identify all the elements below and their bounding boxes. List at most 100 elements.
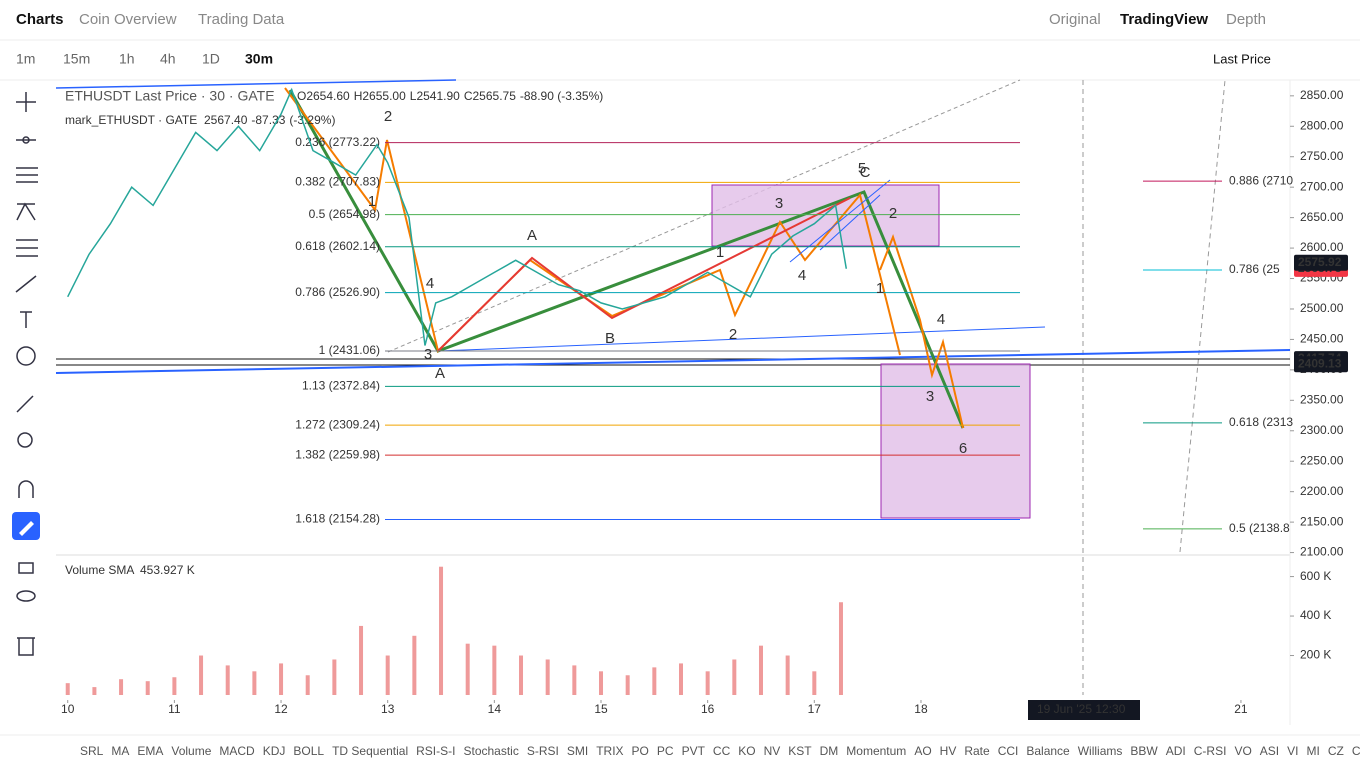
legend-mark-value: (-3.29%) <box>289 113 335 127</box>
volume-bar <box>65 683 70 695</box>
tab[interactable]: Trading Data <box>198 11 285 28</box>
price-tag <box>1294 356 1348 373</box>
indicator[interactable]: MI <box>1306 744 1319 758</box>
volume-bar <box>279 663 284 695</box>
x-tick-label: 13 <box>381 702 395 716</box>
indicator[interactable]: C-RSI <box>1194 744 1227 758</box>
volume-bar <box>465 643 470 695</box>
tab[interactable]: Coin Overview <box>79 11 177 28</box>
indicator[interactable]: Balance <box>1026 744 1070 758</box>
indicator[interactable]: SMI <box>567 744 588 758</box>
wave-label: 3 <box>775 195 783 212</box>
indicator[interactable]: MA <box>111 744 129 758</box>
crosshair-label: 19 Jun '25 12:30 <box>1037 702 1126 716</box>
y-tick-label: 2450.00 <box>1300 332 1344 346</box>
interval[interactable]: 30m <box>245 51 273 67</box>
y-tick-label: 2500.00 <box>1300 301 1344 315</box>
indicator[interactable]: EMA <box>137 744 163 758</box>
price-tag <box>1294 254 1348 271</box>
volume-bar <box>172 677 177 695</box>
fib-label: 0.786 (2526.90) <box>295 285 380 299</box>
indicator[interactable]: ADI <box>1166 744 1186 758</box>
interval[interactable]: 4h <box>160 51 176 67</box>
legend-mark: mark_ETHUSDT · GATE <box>65 113 197 127</box>
x-tick-label: 18 <box>914 702 928 716</box>
indicator[interactable]: RSI-S-I <box>416 744 455 758</box>
indicator[interactable]: Volume <box>171 744 211 758</box>
drawing-tools[interactable] <box>12 92 40 656</box>
indicator[interactable]: CI <box>1352 744 1360 758</box>
volume-bar <box>145 681 150 695</box>
indicator[interactable]: S-RSI <box>527 744 559 758</box>
view-tab[interactable]: Depth <box>1226 11 1266 28</box>
indicator[interactable]: Momentum <box>846 744 906 758</box>
y-tick-label: 2300.00 <box>1300 423 1344 437</box>
fib-label: 1.272 (2309.24) <box>295 417 380 431</box>
wave-label: 2 <box>889 205 897 222</box>
x-tick-label: 15 <box>594 702 608 716</box>
indicator[interactable]: BBW <box>1130 744 1158 758</box>
indicator[interactable]: PVT <box>682 744 706 758</box>
indicator[interactable]: BOLL <box>293 744 324 758</box>
crosshair-box <box>1028 700 1140 720</box>
indicator[interactable]: Stochastic <box>463 744 518 758</box>
indicator[interactable]: KO <box>738 744 755 758</box>
wave-label: 5 <box>858 160 866 177</box>
view-tab[interactable]: TradingView <box>1120 11 1208 28</box>
y-tick-label: 2250.00 <box>1300 453 1344 467</box>
price-tag-label: 2409.13 <box>1298 356 1342 370</box>
y-tick-label: 200 K <box>1300 648 1331 662</box>
indicator[interactable]: CZ <box>1328 744 1344 758</box>
y-tick-label: 2100.00 <box>1300 545 1344 559</box>
tab[interactable]: Charts <box>16 11 64 28</box>
volume-bar <box>625 675 630 695</box>
y-tick-label: 600 K <box>1300 569 1331 583</box>
indicator[interactable]: PC <box>657 744 674 758</box>
price-mode[interactable]: Last Price <box>1213 51 1271 66</box>
x-tick-label: 10 <box>61 702 75 716</box>
indicator[interactable]: Williams <box>1078 744 1123 758</box>
view-tab[interactable]: Original <box>1049 11 1101 28</box>
indicator[interactable]: CCI <box>998 744 1019 758</box>
indicator[interactable]: AO <box>914 744 931 758</box>
interval[interactable]: 1D <box>202 51 220 67</box>
interval[interactable]: 1h <box>119 51 135 67</box>
indicator[interactable]: DM <box>820 744 839 758</box>
wave-label: 4 <box>798 267 806 284</box>
indicator[interactable]: NV <box>764 744 781 758</box>
indicator[interactable]: TD Sequential <box>332 744 408 758</box>
indicator[interactable]: ASI <box>1260 744 1279 758</box>
volume-bar <box>599 671 604 695</box>
indicator[interactable]: Rate <box>964 744 990 758</box>
indicator[interactable]: TRIX <box>596 744 623 758</box>
indicator[interactable]: PO <box>632 744 649 758</box>
wave-label: 1 <box>368 193 376 210</box>
indicator[interactable]: HV <box>940 744 957 758</box>
y-tick-label: 2800.00 <box>1300 118 1344 132</box>
wave-label: 1 <box>716 244 724 261</box>
wave-label: 4 <box>426 275 434 292</box>
indicator[interactable]: KDJ <box>263 744 286 758</box>
fib-label: 0.786 (25 <box>1229 262 1280 276</box>
x-tick-label: 14 <box>488 702 502 716</box>
price-tag-label: 2575.92 <box>1298 255 1342 269</box>
volume-legend: Volume SMA <box>65 563 134 577</box>
x-tick-label: 21 <box>1234 702 1248 716</box>
annotations <box>55 79 1291 695</box>
volume-bar <box>652 667 657 695</box>
interval[interactable]: 15m <box>63 51 90 67</box>
volume-bar <box>812 671 817 695</box>
wave-label: 3 <box>424 346 432 363</box>
indicator[interactable]: KST <box>788 744 812 758</box>
indicator[interactable]: MACD <box>219 744 255 758</box>
indicator[interactable]: CC <box>713 744 731 758</box>
indicator[interactable]: VI <box>1287 744 1298 758</box>
indicator[interactable]: VO <box>1234 744 1251 758</box>
indicator[interactable]: SRL <box>80 744 104 758</box>
interval[interactable]: 1m <box>16 51 35 67</box>
legend-ohlc: L2541.90 <box>410 89 460 103</box>
legend-ohlc: O2654.60 <box>297 89 350 103</box>
fib-label: 0.886 (2710 <box>1229 173 1293 187</box>
volume-bar <box>92 687 97 695</box>
